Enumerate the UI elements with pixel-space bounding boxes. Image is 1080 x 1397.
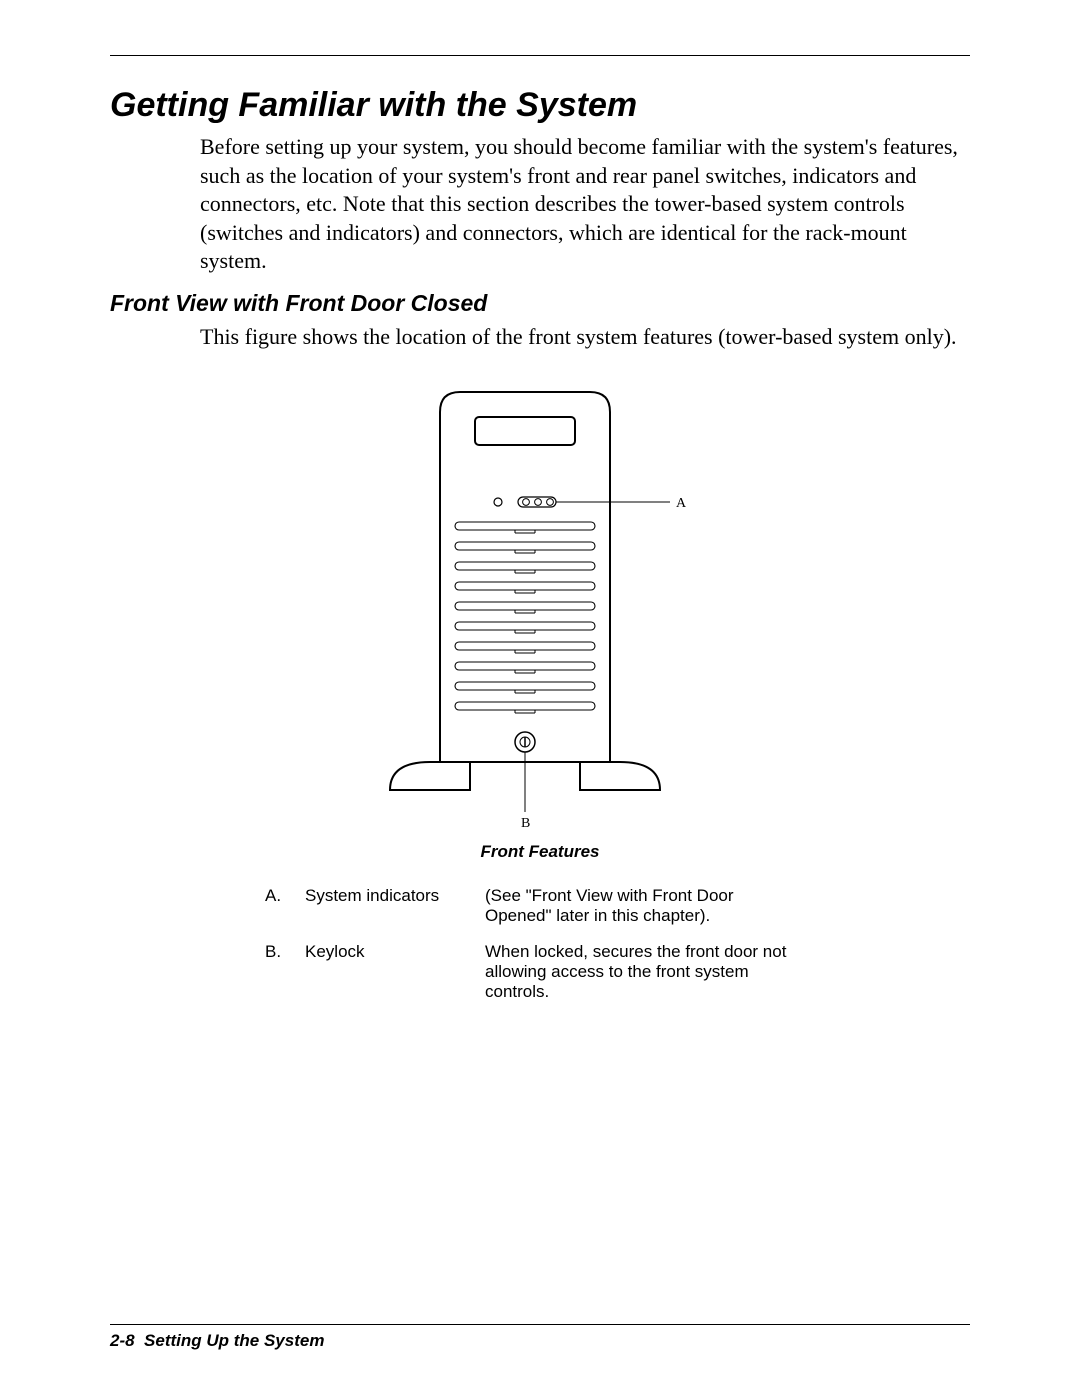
front-view-diagram-container: AB (110, 382, 970, 832)
front-view-diagram: AB (370, 382, 710, 832)
footer-page-number: 2-8 (110, 1331, 135, 1350)
figure-caption: Front Features (110, 842, 970, 862)
feature-desc: When locked, secures the front door not … (485, 936, 815, 1012)
page-footer: 2-8 Setting Up the System (110, 1324, 970, 1351)
footer-text: 2-8 Setting Up the System (110, 1331, 324, 1350)
svg-text:A: A (676, 496, 687, 511)
feature-desc: (See "Front View with Front Door Opened"… (485, 880, 815, 936)
section-subhead: Front View with Front Door Closed (110, 290, 970, 317)
table-row: A.System indicators(See "Front View with… (265, 880, 815, 936)
svg-text:B: B (521, 816, 530, 831)
footer-chapter: Setting Up the System (144, 1331, 324, 1350)
manual-page: Getting Familiar with the System Before … (0, 0, 1080, 1397)
feature-name: Keylock (305, 936, 485, 1012)
footer-rule (110, 1324, 970, 1325)
table-row: B.KeylockWhen locked, secures the front … (265, 936, 815, 1012)
top-rule (110, 55, 970, 56)
feature-letter: B. (265, 936, 305, 1012)
subintro-paragraph: This figure shows the location of the fr… (200, 323, 970, 352)
page-title: Getting Familiar with the System (110, 86, 970, 125)
intro-paragraph: Before setting up your system, you shoul… (200, 133, 970, 276)
feature-name: System indicators (305, 880, 485, 936)
feature-letter: A. (265, 880, 305, 936)
front-features-table: A.System indicators(See "Front View with… (265, 880, 815, 1012)
